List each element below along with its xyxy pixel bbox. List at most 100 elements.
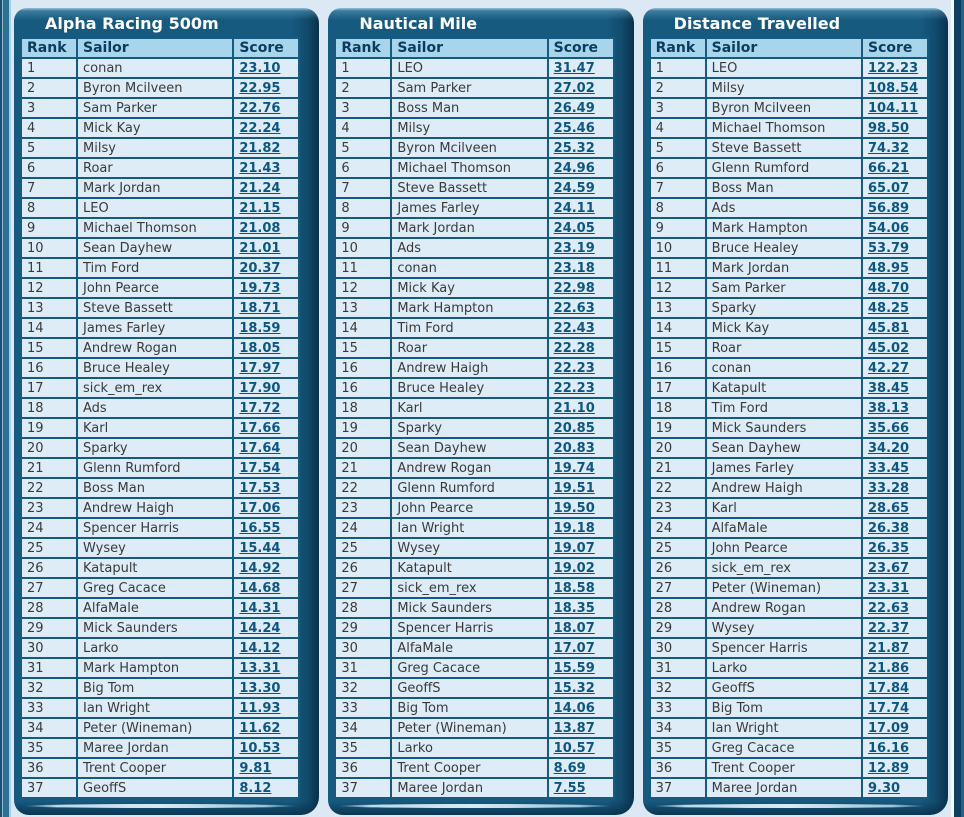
score-link[interactable]: 22.23: [553, 360, 595, 376]
score-link[interactable]: 18.35: [553, 600, 595, 616]
score-link[interactable]: 7.55: [553, 780, 586, 796]
score-link[interactable]: 18.58: [553, 580, 595, 596]
score-link[interactable]: 17.97: [239, 360, 281, 376]
score-link[interactable]: 22.63: [553, 300, 595, 316]
score-link[interactable]: 17.53: [239, 480, 281, 496]
score-link[interactable]: 24.96: [553, 160, 595, 176]
score-link[interactable]: 14.31: [239, 600, 281, 616]
score-link[interactable]: 21.43: [239, 160, 281, 176]
score-link[interactable]: 23.10: [239, 60, 281, 76]
score-link[interactable]: 15.44: [239, 540, 281, 556]
score-link[interactable]: 26.35: [867, 540, 910, 556]
score-link[interactable]: 17.64: [239, 440, 281, 456]
score-link[interactable]: 15.59: [553, 660, 595, 676]
score-link[interactable]: 14.06: [553, 700, 595, 716]
score-link[interactable]: 16.16: [867, 740, 910, 756]
score-link[interactable]: 35.66: [867, 420, 910, 436]
score-link[interactable]: 19.50: [553, 500, 595, 516]
score-link[interactable]: 13.30: [239, 680, 281, 696]
score-link[interactable]: 22.95: [239, 80, 281, 96]
score-link[interactable]: 26.49: [553, 100, 595, 116]
score-link[interactable]: 45.81: [867, 320, 910, 336]
score-link[interactable]: 23.67: [867, 560, 910, 576]
score-link[interactable]: 54.06: [867, 220, 910, 236]
score-link[interactable]: 21.10: [553, 400, 595, 416]
score-link[interactable]: 17.90: [239, 380, 281, 396]
score-link[interactable]: 22.43: [553, 320, 595, 336]
score-link[interactable]: 19.51: [553, 480, 595, 496]
score-link[interactable]: 21.24: [239, 180, 281, 196]
score-link[interactable]: 14.12: [239, 640, 281, 656]
score-link[interactable]: 66.21: [867, 160, 910, 176]
score-link[interactable]: 17.74: [867, 700, 910, 716]
score-link[interactable]: 12.89: [867, 760, 910, 776]
score-link[interactable]: 98.50: [867, 120, 910, 136]
score-link[interactable]: 22.23: [553, 380, 595, 396]
score-link[interactable]: 17.72: [239, 400, 281, 416]
score-link[interactable]: 9.81: [239, 760, 272, 776]
score-link[interactable]: 11.93: [239, 700, 281, 716]
score-link[interactable]: 17.09: [867, 720, 910, 736]
score-link[interactable]: 38.13: [867, 400, 910, 416]
score-link[interactable]: 13.87: [553, 720, 595, 736]
score-link[interactable]: 18.71: [239, 300, 281, 316]
score-link[interactable]: 14.24: [239, 620, 281, 636]
score-link[interactable]: 14.92: [239, 560, 281, 576]
score-link[interactable]: 19.74: [553, 460, 595, 476]
score-link[interactable]: 21.87: [867, 640, 910, 656]
score-link[interactable]: 17.07: [553, 640, 595, 656]
score-link[interactable]: 8.12: [239, 780, 272, 796]
score-link[interactable]: 10.57: [553, 740, 595, 756]
score-link[interactable]: 23.19: [553, 240, 595, 256]
score-link[interactable]: 25.46: [553, 120, 595, 136]
score-link[interactable]: 21.08: [239, 220, 281, 236]
score-link[interactable]: 48.70: [867, 280, 910, 296]
score-link[interactable]: 9.30: [867, 780, 901, 796]
score-link[interactable]: 15.32: [553, 680, 595, 696]
score-link[interactable]: 65.07: [867, 180, 910, 196]
score-link[interactable]: 21.01: [239, 240, 281, 256]
score-link[interactable]: 23.18: [553, 260, 595, 276]
score-link[interactable]: 21.86: [867, 660, 910, 676]
score-link[interactable]: 34.20: [867, 440, 910, 456]
score-link[interactable]: 23.31: [867, 580, 910, 596]
score-link[interactable]: 24.59: [553, 180, 595, 196]
score-link[interactable]: 38.45: [867, 380, 910, 396]
score-link[interactable]: 20.83: [553, 440, 595, 456]
score-link[interactable]: 17.06: [239, 500, 281, 516]
score-link[interactable]: 31.47: [553, 60, 595, 76]
score-link[interactable]: 18.05: [239, 340, 281, 356]
score-link[interactable]: 11.62: [239, 720, 281, 736]
score-link[interactable]: 22.37: [867, 620, 910, 636]
score-link[interactable]: 27.02: [553, 80, 595, 96]
score-link[interactable]: 19.02: [553, 560, 595, 576]
score-link[interactable]: 56.89: [867, 200, 910, 216]
score-link[interactable]: 19.07: [553, 540, 595, 556]
score-link[interactable]: 33.45: [867, 460, 910, 476]
score-link[interactable]: 28.65: [867, 500, 910, 516]
score-link[interactable]: 8.69: [553, 760, 586, 776]
score-link[interactable]: 45.02: [867, 340, 910, 356]
score-link[interactable]: 16.55: [239, 520, 281, 536]
score-link[interactable]: 18.59: [239, 320, 281, 336]
score-link[interactable]: 17.84: [867, 680, 910, 696]
score-link[interactable]: 108.54: [867, 80, 919, 96]
score-link[interactable]: 21.82: [239, 140, 281, 156]
score-link[interactable]: 22.24: [239, 120, 281, 136]
score-link[interactable]: 122.23: [867, 60, 919, 76]
score-link[interactable]: 26.38: [867, 520, 910, 536]
score-link[interactable]: 74.32: [867, 140, 910, 156]
score-link[interactable]: 53.79: [867, 240, 910, 256]
score-link[interactable]: 17.54: [239, 460, 281, 476]
score-link[interactable]: 48.95: [867, 260, 910, 276]
score-link[interactable]: 10.53: [239, 740, 281, 756]
score-link[interactable]: 21.15: [239, 200, 281, 216]
score-link[interactable]: 22.28: [553, 340, 595, 356]
score-link[interactable]: 19.18: [553, 520, 595, 536]
score-link[interactable]: 48.25: [867, 300, 910, 316]
score-link[interactable]: 20.85: [553, 420, 595, 436]
score-link[interactable]: 104.11: [867, 100, 919, 116]
score-link[interactable]: 24.05: [553, 220, 595, 236]
score-link[interactable]: 33.28: [867, 480, 910, 496]
score-link[interactable]: 22.76: [239, 100, 281, 116]
